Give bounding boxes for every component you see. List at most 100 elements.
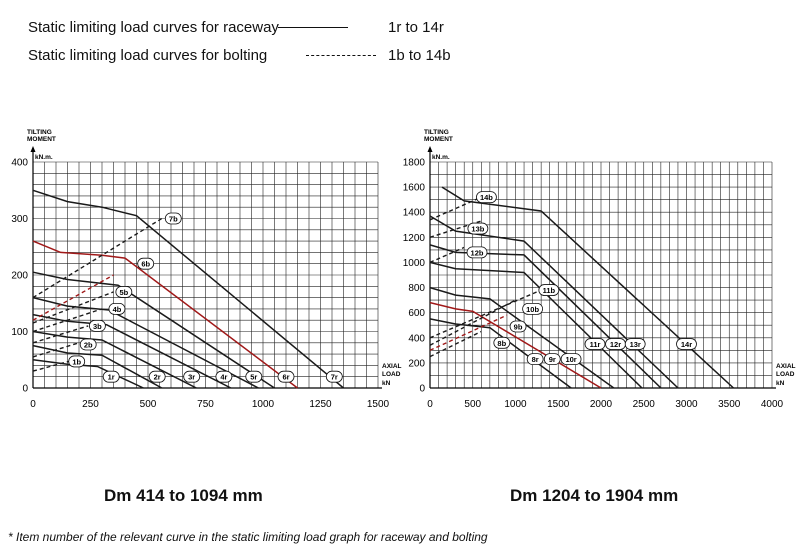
raceway-curve-11r xyxy=(429,261,643,389)
x-tick-label: 2500 xyxy=(633,399,656,410)
curve-label-6b: 6b xyxy=(137,257,155,270)
solid-line-swatch xyxy=(278,27,348,28)
x-tick-label: 500 xyxy=(464,399,481,410)
legend-bolting-range: 1b to 14b xyxy=(388,47,451,64)
svg-text:7r: 7r xyxy=(331,373,338,382)
bolting-curve-3b xyxy=(32,325,89,344)
chart-caption-right: Dm 1204 to 1904 mm xyxy=(510,486,679,505)
legend-raceway-range: 1r to 14r xyxy=(388,19,444,36)
svg-text:3r: 3r xyxy=(188,373,195,382)
curve-label-2b: 2b xyxy=(79,338,97,351)
curve-label-6r: 6r xyxy=(277,370,295,383)
y-tick-label: 100 xyxy=(11,327,28,338)
curve-label-14b: 14b xyxy=(476,191,497,204)
y-tick-label: 1800 xyxy=(403,158,426,169)
y-tick-label: 1200 xyxy=(403,233,426,244)
svg-text:1r: 1r xyxy=(108,373,115,382)
curve-label-8r: 8r xyxy=(526,353,544,366)
raceway-curve-2r xyxy=(32,344,163,389)
curve-label-1r: 1r xyxy=(102,370,120,383)
svg-text:13r: 13r xyxy=(630,340,641,349)
svg-text:6b: 6b xyxy=(141,260,150,269)
x-tick-label: 1500 xyxy=(547,399,570,410)
x-tick-label: 4000 xyxy=(761,399,784,410)
curve-label-13r: 13r xyxy=(624,338,646,350)
svg-text:8b: 8b xyxy=(497,339,506,348)
svg-text:7b: 7b xyxy=(169,215,178,224)
x-tick-label: 1250 xyxy=(309,399,332,410)
y-tick-label: 600 xyxy=(408,308,425,319)
curve-label-12r: 12r xyxy=(605,338,626,350)
x-tick-label: 2000 xyxy=(590,399,613,410)
curve-label-3r: 3r xyxy=(183,370,201,383)
y-axis-unit: kN.m. xyxy=(35,154,53,161)
y-tick-label: 200 xyxy=(408,358,425,369)
legend-bolting-label: Static limiting load curves for bolting xyxy=(28,47,268,64)
curve-label-7r: 7r xyxy=(325,370,343,383)
curve-label-8b: 8b xyxy=(493,336,511,349)
curve-label-5r: 5r xyxy=(245,370,263,383)
curve-label-5b: 5b xyxy=(115,286,133,298)
raceway-curve-13r xyxy=(429,215,679,389)
svg-text:9r: 9r xyxy=(549,355,556,364)
bolting-curve-4b xyxy=(32,308,103,333)
y-tick-label: 400 xyxy=(408,333,425,344)
raceway-curve-7r xyxy=(32,189,344,389)
x-axis-title: AXIAL xyxy=(776,363,796,370)
y-axis-title: TILTING xyxy=(27,129,52,136)
x-axis-title: LOAD xyxy=(382,371,401,378)
y-tick-label: 0 xyxy=(22,384,28,395)
curve-label-14r: 14r xyxy=(676,338,697,350)
raceway-curve-extra-1 xyxy=(32,271,275,389)
curve-label-3b: 3b xyxy=(89,319,106,332)
raceway-curve-9r xyxy=(429,301,602,389)
y-axis-title: MOMENT xyxy=(424,136,453,143)
x-tick-label: 3500 xyxy=(718,399,741,410)
y-tick-label: 800 xyxy=(408,283,425,294)
svg-text:5r: 5r xyxy=(250,373,257,382)
svg-text:1b: 1b xyxy=(72,357,81,366)
curve-label-2r: 2r xyxy=(148,370,166,383)
raceway-curve-4r xyxy=(32,313,232,389)
chart-caption-left: Dm 414 to 1094 mm xyxy=(104,486,263,505)
y-tick-label: 1600 xyxy=(403,183,426,194)
curve-label-10r: 10r xyxy=(560,353,582,366)
raceway-curve-1r xyxy=(32,359,144,389)
raceway-curve-12r xyxy=(429,244,662,389)
bolting-curve-12b xyxy=(429,246,465,264)
y-axis-arrow xyxy=(30,146,36,152)
curve-label-4b: 4b xyxy=(108,302,126,315)
y-tick-label: 400 xyxy=(11,158,28,169)
bolting-curve-1b xyxy=(32,357,80,372)
bolting-curve-2b xyxy=(32,342,80,358)
bolting-curve-6b xyxy=(32,274,114,321)
svg-text:6r: 6r xyxy=(282,373,289,382)
y-tick-label: 300 xyxy=(11,214,28,225)
svg-text:10b: 10b xyxy=(526,305,539,314)
x-tick-label: 1500 xyxy=(367,399,390,410)
svg-text:4b: 4b xyxy=(113,305,122,314)
x-tick-label: 1000 xyxy=(504,399,527,410)
svg-text:11b: 11b xyxy=(543,286,556,295)
y-tick-label: 0 xyxy=(419,384,425,395)
svg-text:13b: 13b xyxy=(471,225,484,234)
y-axis-arrow xyxy=(427,146,433,152)
bolting-curve-11b xyxy=(429,289,542,339)
bolting-curve-8b xyxy=(429,330,482,358)
svg-text:14b: 14b xyxy=(480,193,493,202)
x-tick-label: 1000 xyxy=(252,399,275,410)
svg-text:2b: 2b xyxy=(84,340,93,349)
y-axis-title: MOMENT xyxy=(27,136,56,143)
curve-label-13b: 13b xyxy=(467,222,489,235)
curve-label-10b: 10b xyxy=(522,302,543,315)
svg-text:3b: 3b xyxy=(93,322,102,331)
y-tick-label: 1400 xyxy=(403,208,426,219)
y-tick-label: 1000 xyxy=(403,258,426,269)
x-tick-label: 0 xyxy=(427,399,433,410)
svg-text:12b: 12b xyxy=(471,248,484,257)
legend-raceway-label: Static limiting load curves for raceway xyxy=(28,19,279,36)
grid xyxy=(32,161,379,389)
raceway-curve-14r xyxy=(441,186,735,389)
curve-label-9r: 9r xyxy=(543,353,561,366)
